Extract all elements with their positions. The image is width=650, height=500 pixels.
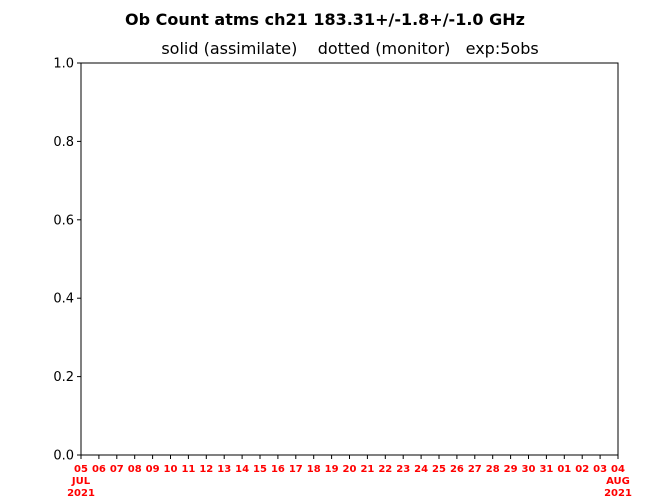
x-tick-label: 07 (110, 464, 124, 475)
x-tick-label: 23 (396, 464, 410, 475)
x-tick-label: 06 (92, 464, 106, 475)
x-tick-label: 25 (432, 464, 446, 475)
x-tick-label: 18 (307, 464, 321, 475)
x-tick-label: 29 (504, 464, 518, 475)
x-tick-label: 09 (146, 464, 160, 475)
plot-area (80, 62, 619, 456)
x-tick-label: 19 (325, 464, 339, 475)
x-tick-label: 24 (414, 464, 428, 475)
x-tick-label: 16 (271, 464, 285, 475)
x-tick-label: 13 (217, 464, 231, 475)
y-tick-label: 1.0 (53, 57, 74, 72)
x-tick-label: 15 (253, 464, 267, 475)
y-tick-label: 0.8 (53, 135, 74, 150)
x-tick-label: 04 (611, 464, 625, 475)
x-tick-label: 20 (343, 464, 357, 475)
x-tick-label: 10 (164, 464, 178, 475)
x-tick-label: 26 (450, 464, 464, 475)
x-tick-label: 27 (468, 464, 482, 475)
y-axis: 0.0 0.2 0.4 0.6 0.8 1.0 (53, 57, 81, 464)
x-axis: 05 06 07 08 09 10 11 12 13 14 15 16 17 18 19 20 21 22 23 24… (67, 455, 632, 499)
x-tick-label: 08 (128, 464, 142, 475)
chart-title: Ob Count atms ch21 183.31+/-1.8+/-1.0 GH… (125, 10, 525, 29)
x-tick-label: 01 (557, 464, 571, 475)
y-tick-label: 0.6 (53, 213, 74, 228)
x-tick-sublabel: 2021 (67, 488, 95, 499)
x-tick-label: 28 (486, 464, 500, 475)
x-tick-label: 30 (522, 464, 536, 475)
x-tick-label: 17 (289, 464, 303, 475)
y-tick-label: 0.2 (53, 370, 74, 385)
chart-subtitle: solid (assimilate) dotted (monitor) exp:… (161, 39, 538, 58)
x-tick-sublabel: 2021 (604, 488, 632, 499)
x-tick-label: 21 (360, 464, 374, 475)
x-tick-sublabel: JUL (71, 476, 91, 487)
x-tick-label: 03 (593, 464, 607, 475)
x-tick-label: 05 (74, 464, 88, 475)
x-tick-label: 31 (539, 464, 553, 475)
x-tick-sublabel: AUG (606, 476, 630, 487)
y-tick-label: 0.0 (53, 449, 74, 464)
x-tick-label: 22 (378, 464, 392, 475)
x-tick-label: 14 (235, 464, 249, 475)
x-tick-label: 12 (199, 464, 213, 475)
y-tick-label: 0.4 (53, 292, 74, 307)
x-tick-label: 02 (575, 464, 589, 475)
x-tick-label: 11 (181, 464, 195, 475)
